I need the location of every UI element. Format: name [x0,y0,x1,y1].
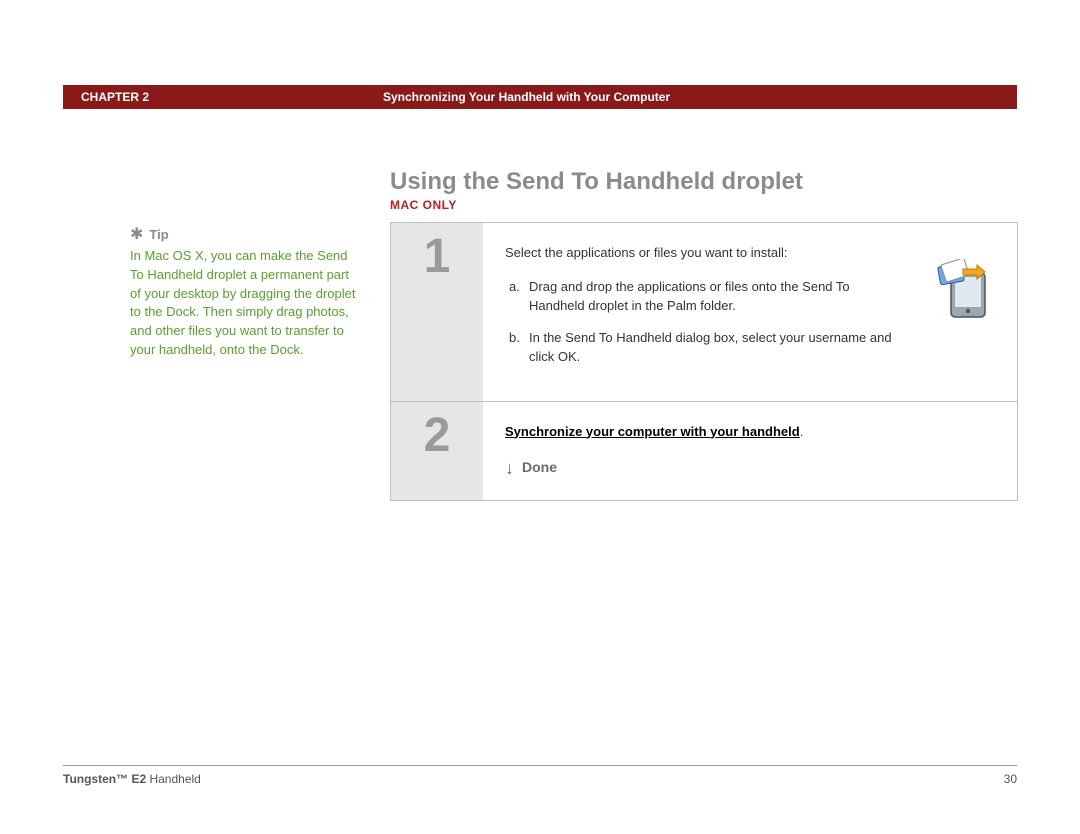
step-1-sub-a: a. Drag and drop the applications or fil… [509,277,995,316]
step-1-sub-b: b. In the Send To Handheld dialog box, s… [509,328,995,367]
chapter-title: Synchronizing Your Handheld with Your Co… [343,90,1017,104]
step-1-sublist: a. Drag and drop the applications or fil… [505,277,995,367]
step-1-body: Select the applications or files you wan… [483,223,1017,401]
link-suffix: . [800,424,804,439]
step-1-number-cell: 1 [391,223,483,401]
steps-container: 1 Select the applications or files you w… [390,222,1018,501]
sub-text: In the Send To Handheld dialog box, sele… [529,328,905,367]
handheld-droplet-icon [933,259,995,321]
done-label: Done [522,457,557,478]
step-2-number: 2 [424,412,451,460]
asterisk-icon: ✱ [130,227,143,243]
done-row: ↓ Done [505,457,995,478]
chapter-label: CHAPTER 2 [63,90,343,104]
sub-letter: b. [509,328,529,367]
page-title: Using the Send To Handheld droplet [390,168,803,196]
step-1-intro: Select the applications or files you wan… [505,243,995,263]
step-1: 1 Select the applications or files you w… [391,223,1017,402]
step-2: 2 Synchronize your computer with your ha… [391,402,1017,501]
tip-label: Tip [149,226,168,245]
step-2-body: Synchronize your computer with your hand… [483,402,1017,501]
chapter-header-bar: CHAPTER 2 Synchronizing Your Handheld wi… [63,85,1017,109]
page-footer: Tungsten™ E2 Handheld 30 [63,765,1017,786]
product-name-bold: Tungsten™ E2 [63,772,146,786]
tip-box: ✱ Tip In Mac OS X, you can make the Send… [130,226,360,360]
product-name: Tungsten™ E2 Handheld [63,772,201,786]
page-number: 30 [1004,772,1017,786]
step-1-number: 1 [424,233,451,281]
synchronize-link[interactable]: Synchronize your computer with your hand… [505,424,800,439]
sub-text: Drag and drop the applications or files … [529,277,905,316]
tip-header: ✱ Tip [130,226,360,245]
step-2-text: Synchronize your computer with your hand… [505,422,995,442]
sub-letter: a. [509,277,529,316]
product-name-rest: Handheld [146,772,201,786]
mac-only-label: MAC ONLY [390,198,457,212]
tip-text: In Mac OS X, you can make the Send To Ha… [130,247,360,360]
step-2-number-cell: 2 [391,402,483,501]
down-arrow-icon: ↓ [505,459,514,477]
